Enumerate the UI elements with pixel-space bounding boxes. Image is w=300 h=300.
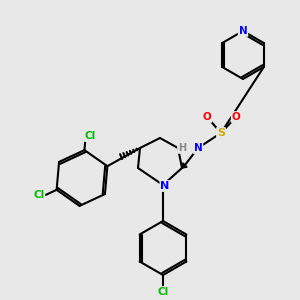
Text: O: O (202, 112, 211, 122)
Text: N: N (160, 181, 169, 191)
Text: Cl: Cl (33, 190, 44, 200)
Text: N: N (194, 143, 202, 153)
Text: H: H (178, 143, 186, 153)
Polygon shape (182, 163, 187, 168)
Text: O: O (232, 112, 240, 122)
Text: Cl: Cl (85, 131, 96, 141)
Text: Cl: Cl (158, 287, 169, 297)
Text: N: N (238, 26, 247, 36)
Text: S: S (217, 128, 225, 138)
